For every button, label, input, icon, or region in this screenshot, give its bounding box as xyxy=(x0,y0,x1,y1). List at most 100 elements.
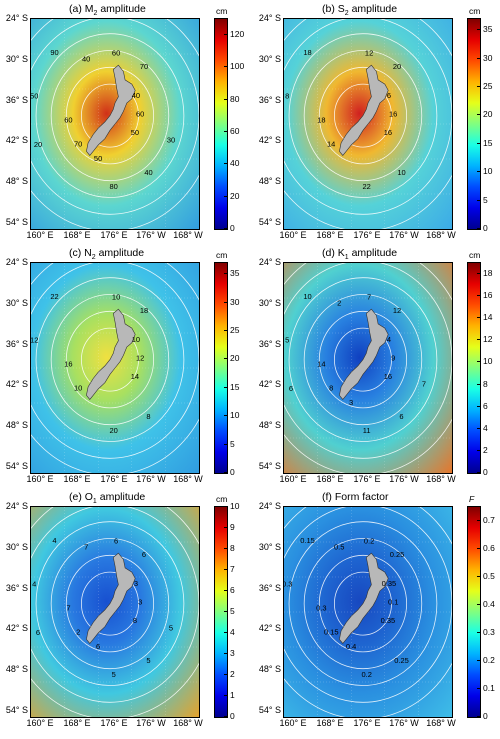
new-zealand-landmass xyxy=(86,308,136,400)
contour-label: 30 xyxy=(167,135,175,144)
contour-label: 6 xyxy=(96,642,100,651)
longitude-label: 168° W xyxy=(173,718,203,728)
colorbar-tick-label: 10 xyxy=(230,410,240,421)
latitude-label: 42° S xyxy=(258,135,281,146)
colorbar-unit: cm xyxy=(216,6,228,16)
colorbar-unit: F xyxy=(469,494,475,504)
latitude-label: 24° S xyxy=(5,257,28,267)
colorbar-tick-mark xyxy=(224,611,227,612)
contour-label: 0.35 xyxy=(382,579,397,588)
title-text: (c) N xyxy=(69,247,92,259)
contour-label: 20 xyxy=(110,426,118,435)
contour-label: 0.2 xyxy=(361,670,371,679)
contour-line xyxy=(35,277,185,442)
colorbar-tick-mark xyxy=(477,427,480,429)
colorbar-tick-label: 0.4 xyxy=(483,599,495,609)
colorbar-tick-mark xyxy=(224,590,227,591)
longitude-label: 176° W xyxy=(389,718,419,728)
contour-label: 3 xyxy=(134,579,138,588)
colorbar-tick-label: 7 xyxy=(230,564,235,574)
longitude-label: 168° E xyxy=(316,230,344,240)
longitude-label: 168° E xyxy=(63,718,91,728)
contour-line xyxy=(288,277,438,442)
contour-label: 12 xyxy=(393,306,401,315)
contour-label: 22 xyxy=(50,292,58,301)
contour-line xyxy=(303,294,423,426)
colorbar-tick-label: 35 xyxy=(230,268,240,279)
colorbar-tick-mark xyxy=(477,660,480,661)
contour-label: 50 xyxy=(131,128,139,137)
colorbar-tick-mark xyxy=(477,576,480,577)
map-svg: 8 7 6 5 4 3 2 6 5 4 3 6 7 5 6 xyxy=(31,507,199,717)
latitude-label: 30° S xyxy=(5,53,28,64)
contour-label: 0.25 xyxy=(390,550,405,559)
colorbar xyxy=(214,18,228,230)
contour-label: 12 xyxy=(136,354,144,363)
longitude-label: 176° W xyxy=(136,718,166,728)
colorbar-tick-mark xyxy=(224,415,227,417)
contour-line xyxy=(334,571,392,636)
colorbar xyxy=(467,506,481,718)
colorbar-tick-mark xyxy=(224,273,227,275)
title-text: (f) Form factor xyxy=(322,491,389,503)
title-subscript: 2 xyxy=(93,10,98,18)
contour-label: 8 xyxy=(285,91,289,100)
colorbar-tick-mark xyxy=(224,98,227,100)
latitude-label: 54° S xyxy=(5,705,28,715)
colorbar-tick-mark xyxy=(224,131,227,133)
contour-line xyxy=(284,507,452,703)
colorbar-tick-mark xyxy=(224,653,227,654)
colorbar-tick-mark xyxy=(224,632,227,633)
latitude-label: 54° S xyxy=(5,461,28,471)
longitude-label: 168° E xyxy=(63,230,91,240)
contour-label: 6 xyxy=(114,537,118,546)
contour-label: 5 xyxy=(169,623,173,632)
latitude-label: 54° S xyxy=(258,705,281,715)
map-svg: 16 14 12 11 10 9 8 7 6 5 4 3 2 7 6 xyxy=(284,263,452,473)
longitude-label: 160° E xyxy=(279,474,307,484)
latitude-label: 42° S xyxy=(258,379,281,390)
panel-title: (d) K1 amplitude xyxy=(322,247,397,261)
contour-label: 5 xyxy=(112,670,116,679)
title-text: (b) S xyxy=(322,3,345,15)
colorbar-tick-label: 25 xyxy=(230,325,240,336)
colorbar-tick-mark xyxy=(477,604,480,605)
contour-label: 14 xyxy=(317,359,325,368)
contour-label: 6 xyxy=(289,384,293,393)
colorbar-tick-mark xyxy=(477,405,480,407)
colorbar-tick-mark xyxy=(477,171,480,173)
colorbar-tick-mark xyxy=(224,66,227,68)
colorbar-unit: cm xyxy=(216,250,228,260)
longitude-label: 168° W xyxy=(173,474,203,484)
colorbar-tick-mark xyxy=(224,34,227,36)
panel-title: (a) M2 amplitude xyxy=(69,3,146,17)
contour-label: 2 xyxy=(337,298,341,307)
contour-label: 7 xyxy=(66,603,70,612)
map-area: 16 14 12 11 10 9 8 7 6 5 4 3 2 7 6 xyxy=(283,262,453,474)
colorbar xyxy=(467,262,481,474)
map-area: 8 7 6 5 4 3 2 6 5 4 3 6 7 5 6 xyxy=(30,506,200,718)
colorbar-tick-label: 15 xyxy=(230,381,240,392)
colorbar-tick-label: 18 xyxy=(483,268,493,279)
longitude-label: 176° W xyxy=(136,230,166,240)
contour-label: 4 xyxy=(387,335,391,344)
contour-label: 2 xyxy=(76,628,80,637)
longitude-label: 168° E xyxy=(63,474,91,484)
colorbar-tick-label: 14 xyxy=(483,312,493,323)
longitude-label: 176° E xyxy=(353,718,381,728)
colorbar-tick-mark xyxy=(224,527,227,528)
latitude-label: 30° S xyxy=(5,297,28,308)
latitude-label: 30° S xyxy=(258,541,281,552)
colorbar-tick-label: 6 xyxy=(230,585,235,595)
latitude-label: 30° S xyxy=(258,53,281,64)
colorbar-tick-mark xyxy=(477,472,480,473)
title-subscript: 2 xyxy=(91,254,96,262)
contour-line xyxy=(50,50,170,182)
title-suffix: amplitude xyxy=(348,3,398,15)
latitude-label: 42° S xyxy=(5,623,28,634)
contour-label: 12 xyxy=(365,49,373,58)
latitude-label: 54° S xyxy=(258,217,281,227)
contour-label: 16 xyxy=(389,110,397,119)
colorbar-tick-label: 16 xyxy=(483,290,493,301)
contour-line xyxy=(318,310,408,409)
